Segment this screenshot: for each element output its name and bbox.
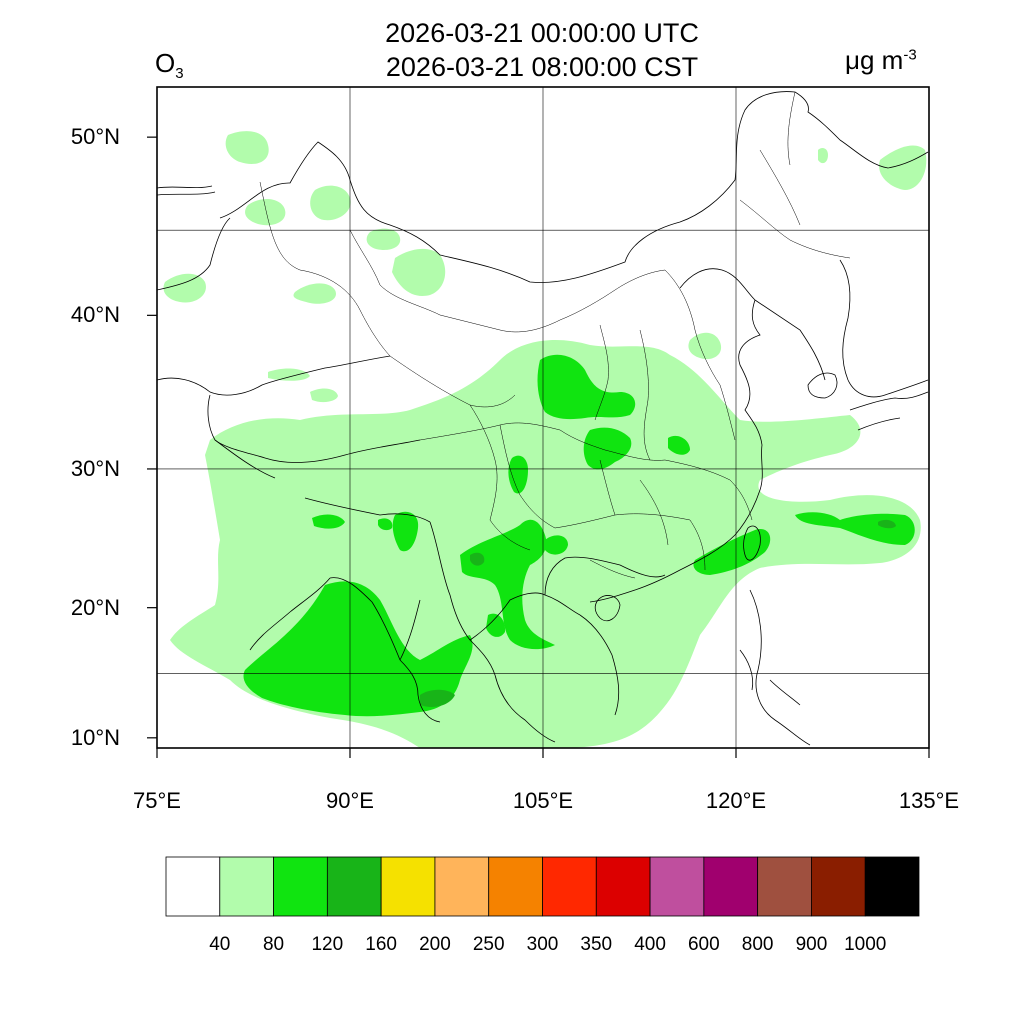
colorbar-label: 250: [472, 934, 505, 955]
variable-label: O3: [155, 48, 184, 83]
unit-label: μg m-3: [845, 45, 917, 75]
colorbar-label: 1000: [844, 934, 887, 955]
lat-tick-label: 50°N: [70, 124, 120, 150]
colorbar-label: 120: [311, 934, 344, 955]
ozone-field: [163, 131, 927, 748]
colorbar-label: 40: [209, 934, 231, 955]
colorbar-label: 80: [262, 934, 285, 955]
o3-level-120-160: [420, 519, 896, 707]
colorbar-label: 400: [634, 934, 666, 955]
lon-tick-label: 90°E: [326, 788, 374, 813]
lat-tick-label: 20°N: [70, 594, 120, 620]
coastlines: [249, 299, 929, 746]
lat-tick-label: 10°N: [70, 724, 120, 750]
colorbar-label: 160: [365, 934, 397, 955]
title-utc: 2026-03-21 00:00:00 UTC: [385, 18, 699, 48]
colorbar-label: 800: [741, 934, 774, 955]
colorbar-label: 600: [687, 934, 720, 955]
lat-tick-label: 40°N: [70, 302, 120, 328]
lat-tick-label: 30°N: [70, 455, 120, 481]
lon-tick-label: 105°E: [512, 788, 574, 813]
tick-marks: [147, 136, 930, 758]
country-borders: [157, 91, 929, 743]
o3-level-80-120: [243, 354, 915, 717]
colorbar-label: 200: [419, 934, 451, 955]
lon-tick-label: 75°E: [133, 788, 181, 813]
colorbar-label: 350: [580, 934, 613, 955]
province-borders: [259, 91, 851, 579]
gridlines: [157, 87, 929, 748]
title-local: 2026-03-21 08:00:00 CST: [385, 52, 699, 82]
lon-tick-label: 120°E: [705, 788, 767, 813]
lon-tick-label: 135°E: [898, 788, 960, 813]
colorbar-label: 300: [526, 934, 559, 955]
colorbar-label: 900: [795, 934, 828, 955]
